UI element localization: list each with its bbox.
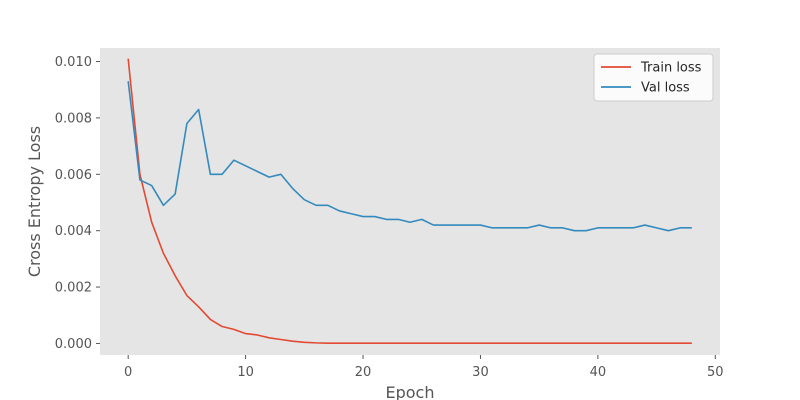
y-tick-label: 0.008 <box>55 111 92 126</box>
x-tick-label: 10 <box>237 365 254 380</box>
legend-box <box>593 53 714 102</box>
y-axis-ticks: 0.000 0.002 0.004 0.006 0.008 0.010 <box>55 55 100 352</box>
x-tick-label: 0 <box>124 365 132 380</box>
y-tick-label: 0.006 <box>55 168 92 183</box>
x-axis-label: Epoch <box>386 383 435 400</box>
y-tick-label: 0.000 <box>55 337 92 352</box>
legend-label-val-loss: Val loss <box>641 81 690 96</box>
y-axis-label: Cross Entropy Loss <box>25 126 44 277</box>
y-tick-label: 0.010 <box>55 55 92 70</box>
x-axis-ticks: 0 10 20 30 40 50 <box>124 355 724 380</box>
series-line-val-loss <box>127 81 692 232</box>
y-tick-label: 0.004 <box>55 224 92 239</box>
x-tick-label: 40 <box>590 365 607 380</box>
y-tick-label: 0.002 <box>55 281 92 296</box>
legend: Train loss Val loss <box>593 53 714 102</box>
series-line-train-loss <box>127 58 692 344</box>
x-tick-label: 20 <box>355 365 372 380</box>
legend-label-train-loss: Train loss <box>640 61 702 76</box>
x-tick-label: 30 <box>472 365 489 380</box>
series-layer <box>127 58 692 344</box>
x-tick-label: 50 <box>707 365 724 380</box>
